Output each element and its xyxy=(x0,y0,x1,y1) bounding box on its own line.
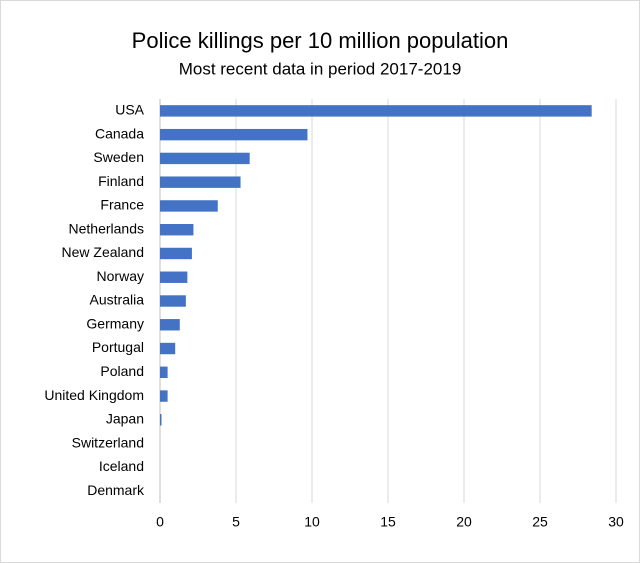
y-tick-label: Sweden xyxy=(93,149,144,165)
bar xyxy=(160,128,308,141)
y-tick-label: Iceland xyxy=(99,458,144,474)
y-tick-label: Finland xyxy=(98,173,144,189)
y-tick-label: Portugal xyxy=(92,339,144,355)
x-tick-label: 0 xyxy=(156,514,164,530)
y-tick-label: Japan xyxy=(106,411,144,427)
chart-subtitle: Most recent data in period 2017-2019 xyxy=(179,59,462,78)
x-tick-label: 30 xyxy=(608,514,624,530)
bar xyxy=(160,414,162,426)
x-tick-label: 25 xyxy=(532,514,548,530)
y-tick-label: United Kingdom xyxy=(44,387,144,403)
bar xyxy=(160,105,592,117)
y-tick-label: Australia xyxy=(90,292,145,308)
bar xyxy=(160,247,192,260)
chart-title: Police killings per 10 million populatio… xyxy=(132,28,509,53)
y-tick-label: Canada xyxy=(95,125,144,141)
bar xyxy=(160,319,180,331)
y-tick-label: Denmark xyxy=(87,482,145,498)
x-tick-label: 10 xyxy=(304,514,320,530)
bar xyxy=(160,152,250,165)
x-tick-label: 20 xyxy=(456,514,472,530)
bar xyxy=(160,366,168,378)
bar xyxy=(160,176,241,188)
y-tick-label: Germany xyxy=(86,315,144,331)
bar xyxy=(160,224,194,236)
x-tick-label: 5 xyxy=(232,514,240,530)
bar xyxy=(160,200,218,212)
y-tick-label: USA xyxy=(115,102,144,118)
bar xyxy=(160,271,188,283)
bar xyxy=(160,342,176,355)
y-tick-label: Switzerland xyxy=(72,434,144,450)
x-tick-label: 15 xyxy=(380,514,396,530)
y-tick-label: Poland xyxy=(100,363,144,379)
y-tick-label: Norway xyxy=(97,268,144,284)
y-tick-label: Netherlands xyxy=(69,220,145,236)
y-tick-label: New Zealand xyxy=(62,244,145,260)
bar xyxy=(160,390,168,402)
bar xyxy=(160,295,186,307)
y-tick-label: France xyxy=(100,197,144,213)
